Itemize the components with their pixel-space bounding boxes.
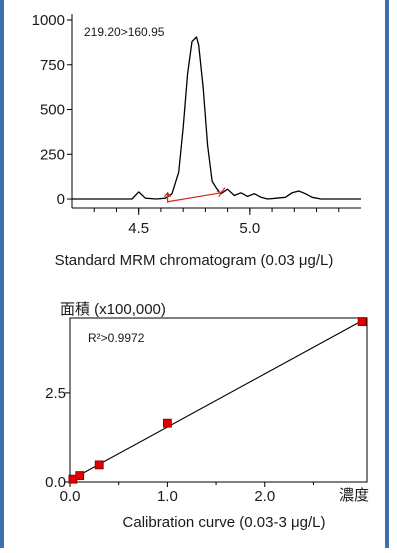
calibration-x-tick-label: 2.0 <box>254 488 275 505</box>
chromatogram-x-tick-label: 4.5 <box>128 220 149 237</box>
chromatogram-x-tick-label: 5.0 <box>239 220 260 237</box>
chromatogram-y-tick-label: 1000 <box>32 12 65 29</box>
calibration-fit-line <box>69 317 368 481</box>
calibration-point <box>162 418 172 428</box>
calibration-y-tick-label: 2.5 <box>45 385 66 402</box>
calibration-x-tick-label: 1.0 <box>157 488 178 505</box>
calibration-point <box>357 317 367 326</box>
calibration-y-tick-label: 0.0 <box>45 474 66 491</box>
baseline-start-arrowhead <box>164 191 172 198</box>
chromatogram-chart: 0 250 500 750 1000 4.5 5.0 219.20>160.95 Stand… <box>32 12 361 269</box>
calibration-chart: 面積 (x100,000) 0.02.50.0 1.0 2.0 R²>0.9972 … <box>45 301 369 531</box>
chromatogram-baseline-arrow <box>164 187 226 203</box>
calibration-plot-frame <box>69 317 368 483</box>
calibration-points <box>68 317 367 484</box>
chromatogram-y-tick-label: 0 <box>57 191 65 208</box>
calibration-ticks: 0.0 2.5 0.0 1.0 2.0 <box>45 385 314 505</box>
chromatogram-caption: Standard MRM chromatogram (0.03 μg/L) <box>55 252 334 269</box>
chromatogram-ticks: 0 250 500 750 1000 4.5 5.0 <box>32 12 340 237</box>
chromatogram-y-tick-label: 250 <box>40 146 65 163</box>
chromatogram-axes <box>71 14 361 209</box>
calibration-y-axis-label: 面積 (x100,000) <box>60 301 166 318</box>
calibration-caption: Calibration curve (0.03-3 μg/L) <box>123 514 326 531</box>
calibration-x-tick-label: 0.0 <box>60 488 81 505</box>
chromatogram-trace <box>72 36 361 200</box>
chromatogram-y-tick-label: 500 <box>40 102 65 119</box>
calibration-point <box>75 471 85 480</box>
chromatogram-transition-label: 219.20>160.95 <box>84 25 165 39</box>
calibration-point <box>94 460 104 470</box>
figure-svg: 0 250 500 750 1000 4.5 5.0 219.20>160.95 Stand… <box>32 12 369 531</box>
chromatogram-y-tick-label: 750 <box>40 57 65 74</box>
baseline-end-tail <box>220 187 226 194</box>
calibration-r2-label: R²>0.9972 <box>88 331 145 345</box>
calibration-x-axis-label: 濃度 <box>339 487 369 504</box>
baseline-line <box>167 192 222 203</box>
figure-frame: 0 250 500 750 1000 4.5 5.0 219.20>160.95 Stand… <box>0 0 389 548</box>
